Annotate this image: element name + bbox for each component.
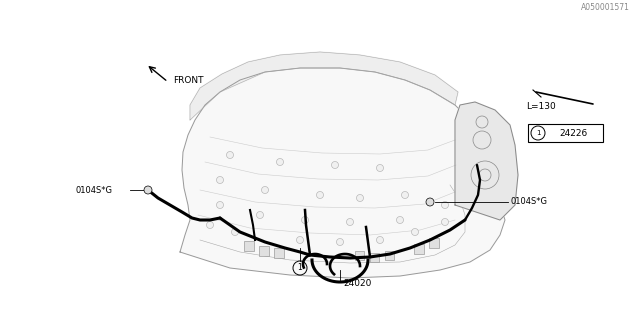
Circle shape bbox=[144, 186, 152, 194]
Circle shape bbox=[442, 219, 449, 226]
Bar bbox=[429, 238, 439, 248]
Text: 1: 1 bbox=[298, 263, 302, 273]
Bar bbox=[414, 244, 424, 254]
Circle shape bbox=[216, 177, 223, 183]
Circle shape bbox=[332, 162, 339, 169]
Polygon shape bbox=[455, 102, 518, 220]
Text: 0104S*G: 0104S*G bbox=[510, 197, 547, 206]
Text: 0104S*G: 0104S*G bbox=[75, 186, 112, 195]
Circle shape bbox=[376, 236, 383, 244]
Bar bbox=[370, 253, 379, 262]
Circle shape bbox=[442, 202, 449, 209]
Text: L=130: L=130 bbox=[526, 101, 556, 110]
Circle shape bbox=[296, 236, 303, 244]
Circle shape bbox=[262, 187, 269, 194]
Circle shape bbox=[376, 164, 383, 172]
Circle shape bbox=[356, 195, 364, 202]
Circle shape bbox=[276, 158, 284, 165]
Circle shape bbox=[346, 219, 353, 226]
Polygon shape bbox=[180, 68, 505, 278]
Bar bbox=[244, 241, 254, 251]
Polygon shape bbox=[190, 52, 458, 120]
Text: 24226: 24226 bbox=[559, 129, 587, 138]
Bar bbox=[259, 246, 269, 256]
Circle shape bbox=[232, 228, 239, 236]
Circle shape bbox=[216, 202, 223, 209]
Text: 24020: 24020 bbox=[343, 278, 371, 287]
Circle shape bbox=[257, 212, 264, 219]
Circle shape bbox=[301, 217, 308, 223]
Circle shape bbox=[426, 198, 434, 206]
Bar bbox=[355, 251, 364, 260]
Text: A050001571: A050001571 bbox=[581, 3, 630, 12]
Circle shape bbox=[207, 221, 214, 228]
Circle shape bbox=[337, 238, 344, 245]
Bar bbox=[528, 124, 603, 142]
Circle shape bbox=[412, 228, 419, 236]
Bar bbox=[385, 251, 394, 260]
Bar bbox=[274, 248, 284, 258]
Circle shape bbox=[227, 151, 234, 158]
Text: FRONT: FRONT bbox=[173, 76, 204, 84]
Circle shape bbox=[397, 217, 403, 223]
Circle shape bbox=[317, 191, 323, 198]
Text: 1: 1 bbox=[536, 130, 540, 136]
Circle shape bbox=[401, 191, 408, 198]
